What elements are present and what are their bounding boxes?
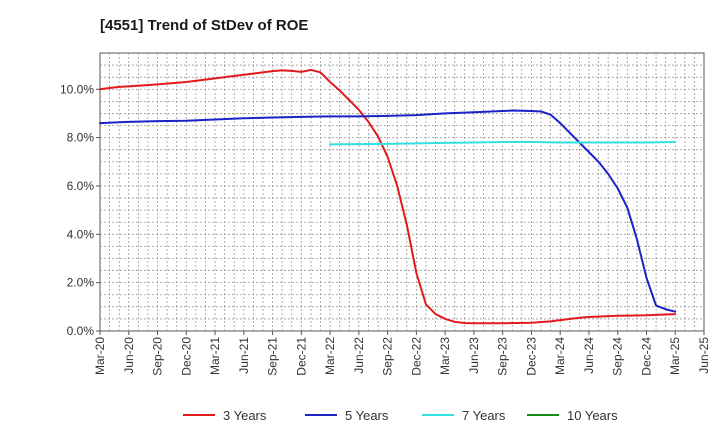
x-tick-label: Sep-20 — [151, 337, 165, 376]
y-axis-ticks: 0.0% 2.0% 4.0% 6.0% 8.0% 10.0% — [60, 82, 100, 338]
x-tick-label: Jun-23 — [467, 337, 481, 374]
x-tick-label: Sep-24 — [611, 337, 625, 376]
x-tick-label: Sep-22 — [381, 337, 395, 376]
x-tick-label: Sep-23 — [496, 337, 510, 376]
x-tick-label: Dec-24 — [639, 337, 653, 376]
grid — [100, 53, 704, 331]
x-tick-label: Jun-20 — [122, 337, 136, 374]
plot-area — [99, 52, 705, 332]
x-tick-label: Sep-21 — [266, 337, 280, 376]
legend-label: 10 Years — [567, 408, 618, 423]
x-tick-label: Mar-21 — [208, 337, 222, 375]
x-axis-ticks: Mar-20 Jun-20 Sep-20 Dec-20 Mar-21 Jun-21 Sep-… — [93, 331, 711, 376]
legend-label: 3 Years — [223, 408, 267, 423]
x-tick-label: Dec-23 — [524, 337, 538, 376]
x-tick-label: Jun-25 — [697, 337, 711, 374]
y-tick-label: 6.0% — [67, 179, 95, 193]
y-tick-label: 0.0% — [67, 324, 95, 338]
legend-label: 7 Years — [462, 408, 506, 423]
series-line-5-years — [99, 109, 677, 313]
legend-label: 5 Years — [345, 408, 389, 423]
x-tick-label: Dec-22 — [409, 337, 423, 376]
y-tick-label: 4.0% — [67, 227, 95, 241]
x-tick-label: Mar-24 — [553, 337, 567, 375]
series-line-3-years — [99, 68, 677, 325]
series — [99, 68, 677, 325]
x-tick-label: Dec-20 — [179, 337, 193, 376]
y-tick-label: 10.0% — [60, 82, 94, 96]
y-tick-label: 8.0% — [67, 131, 95, 145]
legend: 3 Years 5 Years 7 Years 10 Years — [183, 408, 618, 423]
x-tick-label: Mar-23 — [438, 337, 452, 375]
x-tick-label: Mar-20 — [93, 337, 107, 375]
series-line-7-years — [329, 140, 677, 146]
x-tick-label: Jun-21 — [237, 337, 251, 374]
y-tick-label: 2.0% — [67, 276, 95, 290]
x-tick-label: Jun-24 — [582, 337, 596, 374]
x-tick-label: Dec-21 — [294, 337, 308, 376]
x-tick-label: Jun-22 — [352, 337, 366, 374]
x-tick-label: Mar-22 — [323, 337, 337, 375]
chart-title: [4551] Trend of StDev of ROE — [100, 17, 308, 34]
x-tick-label: Mar-25 — [668, 337, 682, 375]
